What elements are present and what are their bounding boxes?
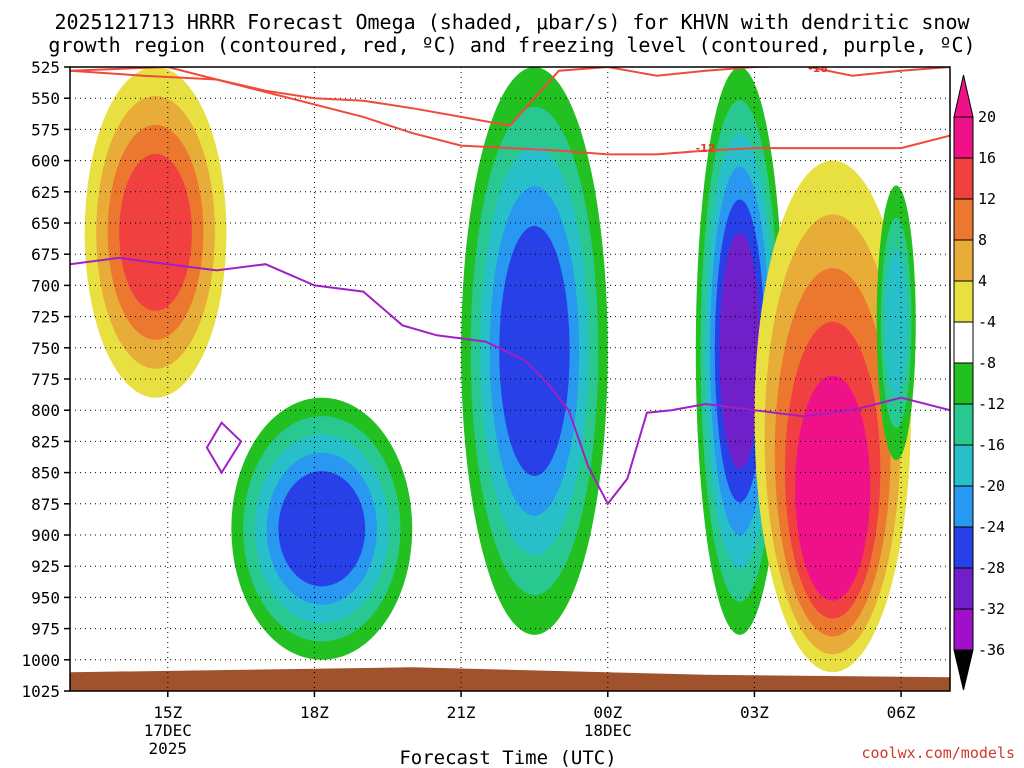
watermark: coolwx.com/models (861, 744, 1015, 762)
omega-shade-descent-column-2130z-4 (499, 225, 570, 476)
colorbar-bottom-arrow (953, 649, 974, 691)
colorbar-label: -32 (978, 600, 1005, 618)
contour-label-minus18: -18 (808, 62, 828, 75)
y-tick-label: 800 (31, 401, 60, 420)
colorbar-label: -28 (978, 559, 1005, 577)
colorbar-label: -36 (978, 641, 1005, 659)
y-tick-label: 625 (31, 183, 60, 202)
colorbar-label: 12 (978, 190, 996, 208)
x-tick-label: 21Z (447, 703, 476, 722)
x-axis-label: Forecast Time (UTC) (399, 747, 616, 768)
x-tick-label: 00Z (593, 703, 622, 722)
colorbar-label: -8 (978, 354, 996, 372)
y-tick-label: 775 (31, 370, 60, 389)
terrain-surface (70, 667, 950, 691)
chart-title-line1: 2025121713 HRRR Forecast Omega (shaded, … (54, 10, 970, 34)
y-tick-label: 725 (31, 308, 60, 327)
y-tick-label: 650 (31, 214, 60, 233)
y-tick-label: 550 (31, 89, 60, 108)
y-tick-label: 700 (31, 276, 60, 295)
colorbar-swatch (953, 198, 974, 241)
x-tick-label: 15Z (153, 703, 182, 722)
colorbar-label: -16 (978, 436, 1005, 454)
colorbar-swatch (953, 239, 974, 282)
omega-shade-descent-midlevel-18z-4 (278, 471, 366, 587)
chart-title-line2: growth region (contoured, red, ºC) and f… (48, 33, 975, 57)
omega-shade-descent-06z-2 (885, 249, 908, 397)
colorbar-label: 16 (978, 149, 996, 167)
y-tick-label: 750 (31, 339, 60, 358)
colorbar-swatch (953, 321, 974, 364)
colorbar-label: 8 (978, 231, 987, 249)
colorbar-swatch (953, 280, 974, 323)
y-tick-label: 875 (31, 495, 60, 514)
y-tick-label: 975 (31, 620, 60, 639)
dendritic-lower-contour (70, 67, 950, 156)
colorbar-swatch (953, 608, 974, 651)
freezing-level-loop (205, 421, 243, 475)
x-tick-label: 18Z (300, 703, 329, 722)
y-tick-label: 900 (31, 526, 60, 545)
contour-label-minus12: -12 (696, 142, 716, 155)
y-tick-label: 925 (31, 557, 60, 576)
colorbar: 20 16 12 8 4 -4 -8 -12 -16 -20 -24 -28 -32 -36 (953, 74, 1005, 691)
y-tick-label: 525 (31, 58, 60, 77)
terrain-fill (70, 667, 950, 691)
colorbar-top-arrow (953, 74, 974, 118)
omega-shade-descent-column-03z-5 (719, 232, 760, 470)
y-tick-label: 575 (31, 120, 60, 139)
colorbar-label: -12 (978, 395, 1005, 413)
colorbar-swatch (953, 362, 974, 405)
colorbar-swatch (953, 567, 974, 610)
x-tick-label: 03Z (740, 703, 769, 722)
colorbar-swatch (953, 485, 974, 528)
colorbar-label: 4 (978, 272, 987, 290)
colorbar-swatch (953, 116, 974, 159)
x-tick-label: 06Z (887, 703, 916, 722)
y-tick-label: 850 (31, 464, 60, 483)
omega-shade-ascent-core-04z-4 (795, 375, 871, 601)
colorbar-swatch (953, 526, 974, 569)
x-tick-year: 2025 (149, 739, 188, 758)
y-tick-label: 950 (31, 588, 60, 607)
y-tick-label: 1025 (21, 682, 60, 701)
freezing-level-contour (70, 256, 950, 506)
colorbar-swatch (953, 157, 974, 200)
colorbar-label: -4 (978, 313, 996, 331)
colorbar-swatch (953, 403, 974, 446)
omega-shade-ascent-west-band-3 (119, 153, 192, 311)
x-tick-date: 18DEC (584, 721, 632, 740)
pressure-axis: 525 550 575 600 625 650 675 700 725 750 775 800 825 8… (21, 58, 70, 701)
colorbar-label: 20 (978, 108, 996, 126)
omega-shading (84, 67, 916, 673)
colorbar-swatch (953, 444, 974, 487)
y-tick-label: 825 (31, 432, 60, 451)
y-tick-label: 675 (31, 245, 60, 264)
grid-lines (70, 67, 950, 691)
y-tick-label: 1000 (21, 651, 60, 670)
colorbar-label: -24 (978, 518, 1005, 536)
colorbar-label: -20 (978, 477, 1005, 495)
x-tick-date: 17DEC (144, 721, 192, 740)
y-tick-label: 600 (31, 152, 60, 171)
